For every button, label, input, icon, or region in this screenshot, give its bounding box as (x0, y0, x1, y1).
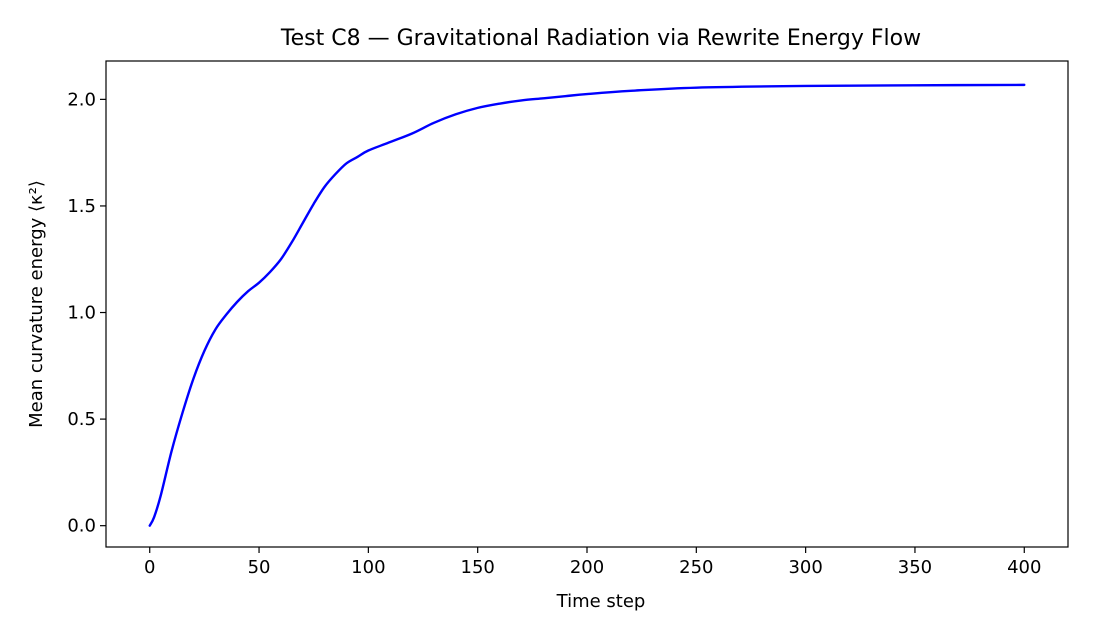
series-line (148, 83, 1026, 527)
chart-title: Test C8 — Gravitational Radiation via Re… (280, 26, 921, 51)
x-tick-label: 300 (788, 557, 822, 578)
x-tick-label: 0 (144, 557, 155, 578)
x-tick-label: 250 (679, 557, 713, 578)
x-tick-label: 100 (351, 557, 385, 578)
y-tick-label: 2.0 (67, 89, 96, 110)
x-tick-label: 150 (461, 557, 495, 578)
x-tick-label: 400 (1007, 557, 1041, 578)
y-tick-label: 0.0 (67, 516, 96, 537)
y-tick-label: 0.5 (67, 409, 96, 430)
x-axis-label: Time step (556, 591, 646, 612)
x-axis: 0 50 100 150 200 250 300 350 400 (144, 547, 1041, 578)
y-axis-label: Mean curvature energy ⟨κ²⟩ (26, 180, 47, 428)
x-tick-label: 350 (898, 557, 932, 578)
plot-area (148, 83, 1026, 527)
axes-frame (105, 60, 1069, 548)
x-tick-label: 50 (248, 557, 271, 578)
y-axis: 0.0 0.5 1.0 1.5 2.0 (67, 89, 106, 537)
y-tick-label: 1.5 (67, 196, 96, 217)
y-tick-label: 1.0 (67, 303, 96, 324)
x-tick-label: 200 (570, 557, 604, 578)
